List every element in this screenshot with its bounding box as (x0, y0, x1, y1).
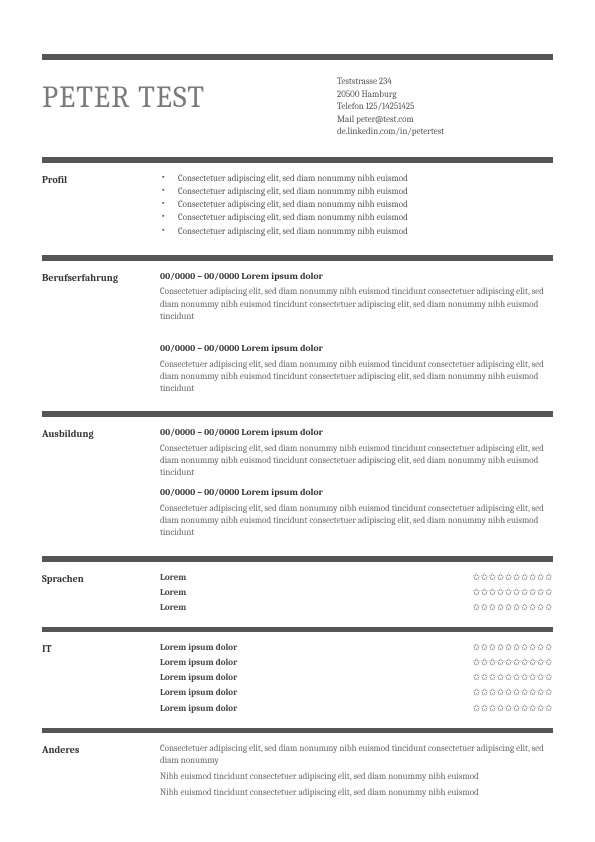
bullet-item: Consectetuer adipiscing elit, sed diam n… (160, 173, 553, 185)
section-label: Ausbildung (42, 427, 160, 539)
entry-head: 00/0000 – 00/0000 Lorem ipsum dolor (160, 343, 553, 356)
section-sprachen: Sprachen Lorem ✩✩✩✩✩✩✩✩✩✩ Lorem ✩✩✩✩✩✩✩✩… (42, 562, 553, 627)
education-entry: 00/0000 – 00/0000 Lorem ipsum dolor Cons… (160, 427, 553, 479)
skill-row: Lorem ✩✩✩✩✩✩✩✩✩✩ (160, 587, 553, 599)
skill-rating: ✩✩✩✩✩✩✩✩✩✩ (473, 703, 553, 715)
skill-row: Lorem ipsum dolor ✩✩✩✩✩✩✩✩✩✩ (160, 642, 553, 654)
bullet-item: Consectetuer adipiscing elit, sed diam n… (160, 199, 553, 211)
skill-name: Lorem ipsum dolor (160, 672, 237, 684)
skill-row: Lorem ipsum dolor ✩✩✩✩✩✩✩✩✩✩ (160, 703, 553, 715)
skill-rating: ✩✩✩✩✩✩✩✩✩✩ (473, 657, 553, 669)
section-label: Anderes (42, 743, 160, 804)
bullet-item: Consectetuer adipiscing elit, sed diam n… (160, 212, 553, 224)
contact-street: Teststrasse 234 (337, 76, 444, 89)
skill-rating: ✩✩✩✩✩✩✩✩✩✩ (473, 687, 553, 699)
entry-head: 00/0000 – 00/0000 Lorem ipsum dolor (160, 487, 553, 500)
experience-entry: 00/0000 – 00/0000 Lorem ipsum dolor Cons… (160, 271, 553, 323)
other-line: Nibh euismod tincidunt consectetuer adip… (160, 771, 553, 783)
bullet-item: Consectetuer adipiscing elit, sed diam n… (160, 186, 553, 198)
skill-rating: ✩✩✩✩✩✩✩✩✩✩ (473, 602, 553, 614)
education-entry: 00/0000 – 00/0000 Lorem ipsum dolor Cons… (160, 487, 553, 539)
entry-body: Consectetuer adipiscing elit, sed diam n… (160, 286, 553, 322)
skill-rating: ✩✩✩✩✩✩✩✩✩✩ (473, 572, 553, 584)
person-name: PETER TEST (42, 74, 337, 139)
skill-row: Lorem ✩✩✩✩✩✩✩✩✩✩ (160, 602, 553, 614)
entry-body: Consectetuer adipiscing elit, sed diam n… (160, 443, 553, 479)
contact-linkedin: de.linkedin.com/in/petertest (337, 126, 444, 139)
other-line: Consectetuer adipiscing elit, sed diam n… (160, 743, 553, 767)
section-it: IT Lorem ipsum dolor ✩✩✩✩✩✩✩✩✩✩ Lorem ip… (42, 632, 553, 728)
entry-head: 00/0000 – 00/0000 Lorem ipsum dolor (160, 427, 553, 440)
skill-row: Lorem ipsum dolor ✩✩✩✩✩✩✩✩✩✩ (160, 672, 553, 684)
bullet-item: Consectetuer adipiscing elit, sed diam n… (160, 226, 553, 238)
section-label: Berufserfahrung (42, 271, 160, 395)
contact-city: 20500 Hamburg (337, 89, 444, 102)
skill-name: Lorem (160, 572, 186, 584)
experience-entry: 00/0000 – 00/0000 Lorem ipsum dolor Cons… (160, 343, 553, 395)
skill-name: Lorem ipsum dolor (160, 687, 237, 699)
contact-mail: Mail peter@test.com (337, 114, 444, 127)
skill-row: Lorem ✩✩✩✩✩✩✩✩✩✩ (160, 572, 553, 584)
skill-row: Lorem ipsum dolor ✩✩✩✩✩✩✩✩✩✩ (160, 657, 553, 669)
section-berufserfahrung: Berufserfahrung 00/0000 – 00/0000 Lorem … (42, 261, 553, 411)
skill-row: Lorem ipsum dolor ✩✩✩✩✩✩✩✩✩✩ (160, 687, 553, 699)
entry-head: 00/0000 – 00/0000 Lorem ipsum dolor (160, 271, 553, 284)
section-label: Sprachen (42, 572, 160, 617)
profil-bullets: Consectetuer adipiscing elit, sed diam n… (160, 173, 553, 238)
skill-name: Lorem (160, 587, 186, 599)
skill-name: Lorem (160, 602, 186, 614)
skill-name: Lorem ipsum dolor (160, 642, 237, 654)
section-anderes: Anderes Consectetuer adipiscing elit, se… (42, 733, 553, 820)
other-line: Nibh euismod tincidunt consectetuer adip… (160, 787, 553, 799)
contact-block: Teststrasse 234 20500 Hamburg Telefon 12… (337, 74, 444, 139)
section-label: IT (42, 642, 160, 718)
entry-body: Consectetuer adipiscing elit, sed diam n… (160, 503, 553, 539)
section-label: Profil (42, 173, 160, 239)
section-profil: Profil Consectetuer adipiscing elit, sed… (42, 163, 553, 255)
section-ausbildung: Ausbildung 00/0000 – 00/0000 Lorem ipsum… (42, 417, 553, 555)
skill-name: Lorem ipsum dolor (160, 657, 237, 669)
skill-name: Lorem ipsum dolor (160, 703, 237, 715)
entry-body: Consectetuer adipiscing elit, sed diam n… (160, 359, 553, 395)
skill-rating: ✩✩✩✩✩✩✩✩✩✩ (473, 672, 553, 684)
contact-phone: Telefon 125/14251425 (337, 101, 444, 114)
skill-rating: ✩✩✩✩✩✩✩✩✩✩ (473, 587, 553, 599)
skill-rating: ✩✩✩✩✩✩✩✩✩✩ (473, 642, 553, 654)
header: PETER TEST Teststrasse 234 20500 Hamburg… (42, 60, 553, 157)
